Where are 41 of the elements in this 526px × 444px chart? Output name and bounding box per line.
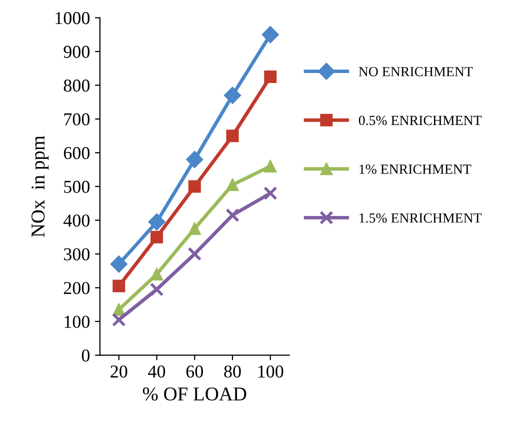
- y-axis-title: NOx in ppm: [32, 136, 49, 237]
- legend-label: 1.5% ENRICHMENT: [360, 213, 482, 223]
- point: [264, 70, 277, 84]
- point: [112, 312, 126, 327]
- legend-label: 1% ENRICHMENT: [360, 164, 472, 174]
- x-tick-label: 80: [224, 365, 241, 378]
- point: [226, 208, 240, 222]
- point: [110, 256, 128, 273]
- x-tick-label: 20: [110, 365, 128, 378]
- point: [148, 213, 166, 230]
- point: [224, 86, 242, 104]
- point: [186, 150, 204, 168]
- y-tick-label: 900: [64, 46, 90, 58]
- y-tick-label: 600: [64, 146, 90, 160]
- y-tick-label: 100: [64, 316, 90, 328]
- point: [150, 230, 163, 244]
- y-tick-label: 1000: [56, 12, 90, 24]
- x-axis-title: % OF LOAD: [142, 387, 246, 401]
- point: [150, 268, 163, 280]
- point: [188, 180, 201, 193]
- point: [264, 160, 277, 172]
- y-tick-label: 500: [64, 180, 90, 193]
- y-tick-label: 400: [63, 214, 90, 227]
- point: [226, 178, 239, 192]
- legend-label: NO ENRICHMENT: [358, 66, 473, 76]
- x-tick-label: 40: [148, 365, 166, 378]
- point: [263, 186, 278, 200]
- point: [150, 282, 164, 296]
- y-tick-label: 800: [64, 80, 90, 92]
- y-tick-label: 0: [82, 349, 90, 362]
- point: [188, 222, 201, 235]
- point: [262, 26, 279, 44]
- point: [226, 130, 239, 142]
- y-tick-label: 300: [64, 248, 90, 260]
- legend-label: 0.5% ENRICHMENT: [358, 116, 482, 126]
- point: [112, 280, 126, 292]
- y-tick-label: 200: [64, 282, 90, 294]
- point: [188, 247, 202, 261]
- y-tick-label: 700: [64, 113, 90, 126]
- x-tick-label: 60: [186, 365, 203, 378]
- x-tick-label: 100: [258, 365, 284, 378]
